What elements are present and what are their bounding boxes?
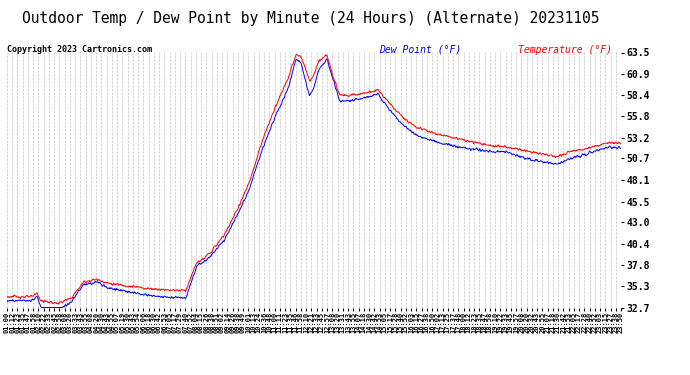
Temperature (°F) [125,284,133,289]
Temperature (°F) [140,286,148,291]
Text: Copyright 2023 Cartronics.com: Copyright 2023 Cartronics.com [7,45,152,54]
Dew Point (°F) [544,161,553,166]
Line: Dew Point (°F): Dew Point (°F) [7,59,621,308]
Line: Temperature (°F): Temperature (°F) [7,54,621,304]
Dew Point (°F) [125,289,133,294]
Temperature (°F) [3,295,11,299]
Text: Temperature (°F): Temperature (°F) [518,45,611,55]
Temperature (°F) [292,52,300,57]
Text: Dew Point (°F): Dew Point (°F) [380,45,462,55]
Dew Point (°F) [491,150,499,155]
Temperature (°F) [54,302,62,306]
Dew Point (°F) [411,132,419,136]
Dew Point (°F) [3,300,11,304]
Dew Point (°F) [208,251,217,256]
Temperature (°F) [208,248,217,253]
Dew Point (°F) [38,305,46,310]
Temperature (°F) [491,145,499,149]
Dew Point (°F) [617,147,625,151]
Temperature (°F) [544,153,553,158]
Temperature (°F) [411,124,419,129]
Dew Point (°F) [140,292,148,297]
Temperature (°F) [617,142,625,146]
Dew Point (°F) [323,57,331,61]
Text: Outdoor Temp / Dew Point by Minute (24 Hours) (Alternate) 20231105: Outdoor Temp / Dew Point by Minute (24 H… [22,11,599,26]
